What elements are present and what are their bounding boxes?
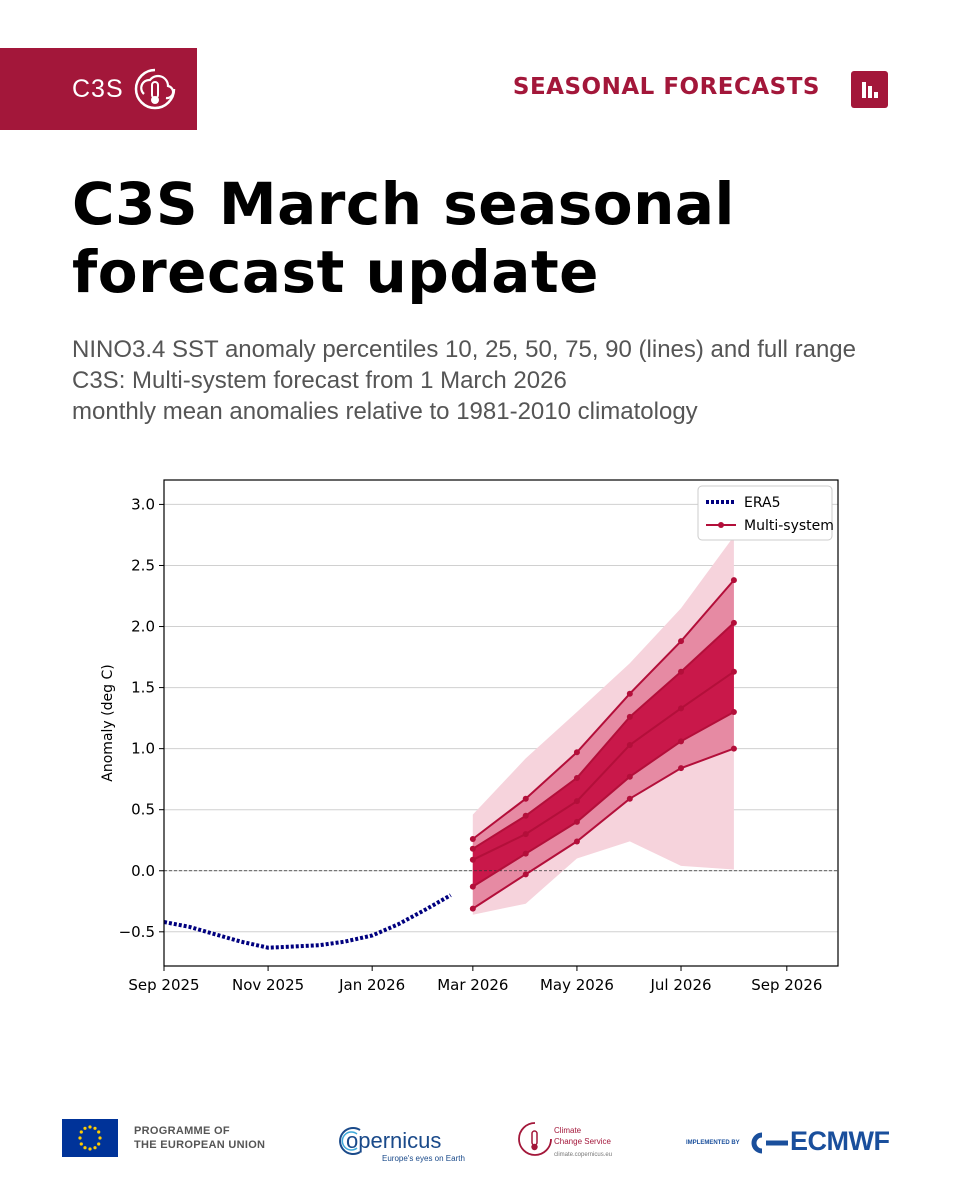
ecmwf-name: ECMWF xyxy=(790,1126,890,1156)
section-label: SEASONAL FORECASTS xyxy=(512,74,820,100)
y-tick-label: 0.5 xyxy=(131,801,155,819)
ecmwf-prefix: IMPLEMENTED BY xyxy=(686,1140,740,1146)
multi-system-p90-point xyxy=(730,577,737,584)
multi-system-p50-point xyxy=(626,741,633,748)
multi-system-p90-point xyxy=(678,638,685,645)
y-tick-label: −0.5 xyxy=(119,923,155,941)
multi-system-p10-point xyxy=(573,838,580,845)
ecmwf-icon xyxy=(751,1132,788,1154)
multi-system-p10-point xyxy=(730,745,737,752)
era5-line xyxy=(163,893,452,950)
multi-system-p75-point xyxy=(469,845,476,852)
brand-name: C3S xyxy=(72,74,124,103)
nino34-forecast-chart: −0.5 0.0 0.5 1.0 1.5 2.0 2.5 3.0 Sep 2025 Nov 202… xyxy=(100,479,839,994)
multi-system-p50-point xyxy=(469,856,476,863)
multi-system-p10-point xyxy=(626,795,633,802)
legend-box xyxy=(697,485,833,541)
multi-system-p90-point xyxy=(626,690,633,697)
y-axis-label: Anomaly (deg C) xyxy=(100,664,116,781)
multi-system-p25-point xyxy=(469,883,476,890)
multi-system-p25-point xyxy=(730,709,737,716)
y-tick-label: 2.0 xyxy=(131,618,155,636)
multi-system-p90-point xyxy=(522,795,529,802)
page-title: C3S March seasonal forecast update xyxy=(72,170,735,306)
eu-programme-text: PROGRAMME OF THE EUROPEAN UNION xyxy=(134,1125,266,1151)
multi-system-p75-point xyxy=(730,619,737,626)
bar-chart-icon xyxy=(851,71,888,108)
x-tick-label: Mar 2026 xyxy=(437,976,508,994)
multi-system-p90-point xyxy=(469,836,476,843)
brand-badge: C3S xyxy=(0,48,197,130)
p25-p75-band xyxy=(472,622,734,887)
multi-system-p25-point xyxy=(678,738,685,745)
x-tick-label: Nov 2025 xyxy=(232,976,304,994)
copernicus-logo: opernicus Europe's eyes on Earth xyxy=(338,1122,465,1163)
thermometer-cloud-icon xyxy=(518,1122,552,1156)
multi-system-p10-point xyxy=(678,765,685,772)
copernicus-c-icon xyxy=(339,1127,361,1155)
plot-frame xyxy=(163,479,839,967)
multi-system-p75-point xyxy=(522,812,529,819)
x-tick-label: Sep 2025 xyxy=(128,976,199,994)
x-tick-label: May 2026 xyxy=(540,976,614,994)
c3s-logo: Climate Change Service climate.copernicu… xyxy=(518,1120,628,1164)
y-tick-label: 0.0 xyxy=(131,862,155,880)
legend-era5-label: ERA5 xyxy=(744,495,781,511)
y-tick-label: 3.0 xyxy=(131,495,155,513)
y-tick-label: 1.5 xyxy=(131,679,155,697)
multi-system-p50-line xyxy=(472,670,735,861)
multi-system-p75-point xyxy=(573,774,580,781)
y-tick-label: 1.0 xyxy=(131,740,155,758)
multi-system-p75-point xyxy=(678,668,685,675)
multi-system-p50-point xyxy=(573,798,580,805)
y-tick-label: 2.5 xyxy=(131,556,155,574)
footer-logos: PROGRAMME OF THE EUROPEAN UNION opernicu… xyxy=(0,1110,960,1170)
multi-system-p25-point xyxy=(522,850,529,857)
multi-system-p75-point xyxy=(626,713,633,720)
multi-system-p50-point xyxy=(678,705,685,712)
x-tick-label: Sep 2026 xyxy=(751,976,822,994)
multi-system-p75-line xyxy=(472,622,735,850)
chart-description: NINO3.4 SST anomaly percentiles 10, 25, … xyxy=(72,334,932,427)
multi-system-p25-line xyxy=(472,711,735,888)
multi-system-p10-point xyxy=(469,905,476,912)
legend-multi-marker xyxy=(718,522,724,528)
multi-system-p90-point xyxy=(573,749,580,756)
legend-multi-label: Multi-system xyxy=(744,518,834,534)
multi-system-p50-point xyxy=(522,831,529,838)
eu-flag-icon xyxy=(62,1119,118,1157)
x-tick-label: Jul 2026 xyxy=(649,976,711,994)
multi-system-p25-point xyxy=(626,773,633,780)
multi-system-p25-point xyxy=(573,818,580,825)
multi-system-p50-point xyxy=(730,668,737,675)
multi-system-p90-line xyxy=(472,579,735,840)
multi-system-p10-point xyxy=(522,871,529,878)
thermometer-cloud-icon xyxy=(134,68,175,110)
subtitle-line: C3S: Multi-system forecast from 1 March … xyxy=(72,367,567,394)
multi-system-p10-line xyxy=(472,747,735,910)
subtitle-line: NINO3.4 SST anomaly percentiles 10, 25, … xyxy=(72,336,856,363)
subtitle-line: monthly mean anomalies relative to 1981-… xyxy=(72,398,698,425)
x-tick-label: Jan 2026 xyxy=(338,976,405,994)
